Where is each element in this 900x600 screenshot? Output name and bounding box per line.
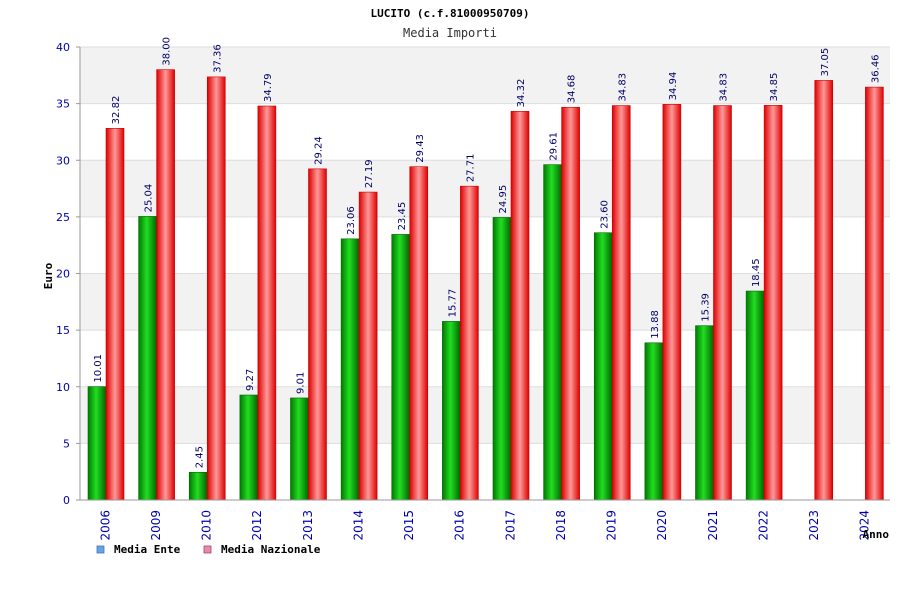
bar-media-ente-2019 bbox=[593, 232, 613, 501]
x-tick-label: 2010 bbox=[200, 510, 214, 541]
x-tick-label: 2019 bbox=[605, 510, 619, 541]
bar-media-nazionale-2006 bbox=[105, 128, 125, 501]
bar-media-ente-2020 bbox=[644, 342, 664, 501]
bar-media-nazionale-2024 bbox=[865, 86, 884, 501]
bar-label: 9.27 bbox=[245, 369, 256, 391]
bar-label: 34.85 bbox=[769, 73, 780, 102]
bar-media-ente-2010 bbox=[188, 471, 208, 501]
bar-label: 38.00 bbox=[162, 37, 173, 66]
bar-media-ente-2014 bbox=[340, 238, 360, 501]
x-tick-label: 2012 bbox=[250, 510, 264, 541]
bar-label: 34.79 bbox=[263, 73, 274, 102]
bar-media-nazionale-2016 bbox=[460, 185, 479, 501]
bar-media-ente-2013 bbox=[290, 397, 309, 501]
bar-label: 24.95 bbox=[498, 185, 509, 214]
y-tick-label: 15 bbox=[56, 324, 70, 337]
bar-label: 37.36 bbox=[212, 44, 223, 73]
bar-label: 34.83 bbox=[719, 73, 730, 102]
bar-media-nazionale-2021 bbox=[713, 105, 732, 501]
bar-label: 9.01 bbox=[296, 372, 307, 394]
bar-label: 27.19 bbox=[364, 159, 375, 188]
x-tick-label: 2023 bbox=[807, 510, 821, 541]
bar-label: 34.68 bbox=[567, 75, 578, 104]
legend-swatch-media-ente bbox=[96, 545, 105, 554]
bar-label: 29.61 bbox=[549, 132, 560, 161]
bar-media-nazionale-2013 bbox=[308, 168, 327, 501]
y-tick-label: 40 bbox=[56, 41, 70, 54]
y-axis-ticks: 0 5 10 15 20 25 30 35 40 bbox=[56, 41, 80, 507]
bar-media-ente-2017 bbox=[492, 217, 512, 501]
x-tick-label: 2017 bbox=[503, 510, 517, 541]
bar-media-ente-2021 bbox=[695, 325, 714, 501]
x-tick-label: 2015 bbox=[402, 510, 416, 541]
x-tick-label: 2020 bbox=[655, 510, 669, 541]
x-tick-label: 2021 bbox=[706, 510, 720, 541]
bar-media-nazionale-2014 bbox=[358, 191, 378, 501]
bar-label: 13.88 bbox=[650, 310, 661, 339]
bar-media-nazionale-2019 bbox=[611, 105, 631, 501]
bar-label: 34.83 bbox=[617, 73, 628, 102]
bar-media-ente-2009 bbox=[138, 216, 157, 501]
bar-media-ente-2006 bbox=[87, 386, 107, 501]
bar-media-nazionale-2009 bbox=[156, 69, 175, 501]
bar-media-ente-2015 bbox=[391, 234, 411, 501]
x-tick-label: 2013 bbox=[301, 510, 315, 541]
bar-media-ente-2012 bbox=[239, 394, 259, 501]
bars bbox=[87, 69, 884, 501]
bar-media-nazionale-2015 bbox=[409, 166, 429, 501]
bar-media-nazionale-2023 bbox=[814, 80, 834, 501]
x-tick-label: 2022 bbox=[756, 510, 770, 541]
bar-media-nazionale-2010 bbox=[206, 76, 226, 501]
y-axis-label: Euro bbox=[42, 262, 55, 289]
bar-media-ente-2016 bbox=[442, 321, 461, 501]
bar-labels: 10.01 32.82 25.04 38.00 2.45 37.36 9.27 34.79 9.… bbox=[93, 37, 881, 468]
y-tick-label: 25 bbox=[56, 211, 70, 224]
bar-label: 18.45 bbox=[751, 258, 762, 287]
bar-label: 36.46 bbox=[870, 54, 881, 83]
bar-label: 29.24 bbox=[314, 136, 325, 165]
bar-media-ente-2022 bbox=[745, 290, 765, 501]
bar-label: 29.43 bbox=[415, 134, 426, 163]
bar-media-ente-2018 bbox=[543, 164, 562, 501]
bar-label: 25.04 bbox=[144, 184, 155, 213]
bar-media-nazionale-2018 bbox=[561, 106, 580, 501]
bar-label: 23.06 bbox=[346, 206, 357, 235]
x-tick-label: 2018 bbox=[554, 510, 568, 541]
bar-label: 34.32 bbox=[516, 79, 527, 108]
legend: Media Ente Media Nazionale bbox=[96, 543, 321, 556]
y-tick-label: 5 bbox=[63, 437, 70, 450]
bar-label: 37.05 bbox=[820, 48, 831, 77]
bar-label: 34.94 bbox=[668, 72, 679, 101]
bar-label: 23.60 bbox=[599, 200, 610, 229]
y-tick-label: 20 bbox=[56, 268, 70, 281]
bar-media-nazionale-2022 bbox=[763, 105, 783, 501]
y-tick-label: 35 bbox=[56, 98, 70, 111]
bar-media-nazionale-2020 bbox=[662, 104, 682, 501]
bar-label: 27.71 bbox=[465, 154, 476, 183]
bar-media-nazionale-2012 bbox=[257, 105, 277, 501]
bar-label: 23.45 bbox=[397, 202, 408, 231]
bar-label: 32.82 bbox=[111, 96, 122, 125]
x-tick-label: 2014 bbox=[351, 510, 365, 541]
x-tick-label: 2024 bbox=[858, 510, 872, 541]
bar-media-nazionale-2017 bbox=[510, 111, 530, 501]
chart-subtitle: Media Importi bbox=[403, 26, 497, 40]
legend-swatch-media-nazionale bbox=[203, 545, 212, 554]
bar-label: 2.45 bbox=[194, 446, 205, 468]
x-axis-ticks: 2006 2009 2010 2012 2013 2014 2015 2016 2017 2018… bbox=[98, 510, 871, 541]
x-tick-label: 2016 bbox=[453, 510, 467, 541]
bar-label: 15.77 bbox=[447, 289, 458, 318]
y-tick-label: 10 bbox=[56, 381, 70, 394]
y-tick-label: 30 bbox=[56, 154, 70, 167]
x-tick-label: 2006 bbox=[98, 510, 112, 541]
x-axis-label: Anno bbox=[863, 528, 890, 541]
y-tick-label: 0 bbox=[63, 494, 70, 507]
chart-title: LUCITO (c.f.81000950709) bbox=[371, 7, 530, 20]
legend-label-media-nazionale: Media Nazionale bbox=[221, 543, 321, 556]
x-tick-label: 2009 bbox=[149, 510, 163, 541]
legend-label-media-ente: Media Ente bbox=[114, 543, 181, 556]
bar-label: 15.39 bbox=[701, 293, 712, 322]
bar-label: 10.01 bbox=[93, 354, 104, 383]
